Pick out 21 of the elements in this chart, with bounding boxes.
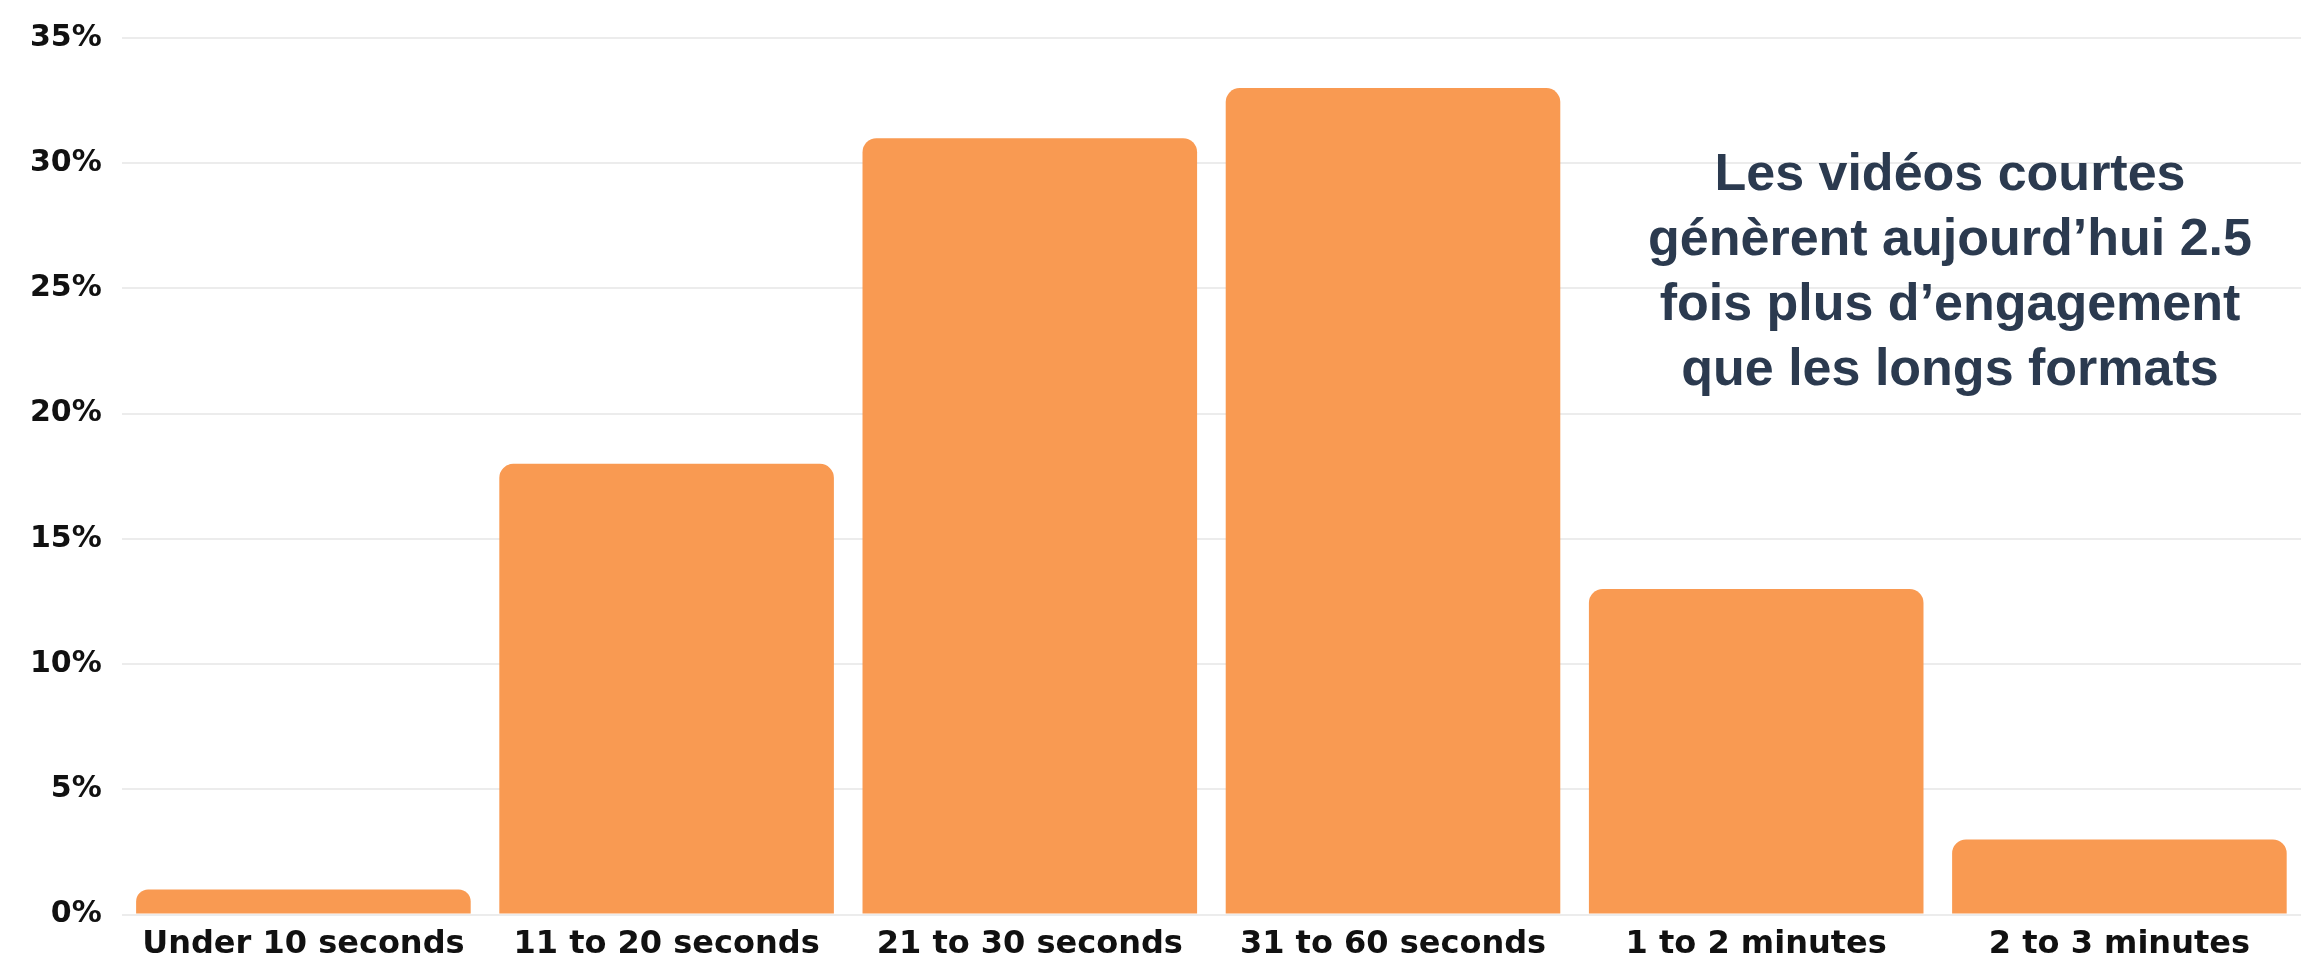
x-tick-label: 11 to 20 seconds	[513, 923, 820, 962]
bar	[1952, 839, 2287, 914]
bar	[499, 463, 834, 914]
x-tick-label: 1 to 2 minutes	[1625, 923, 1887, 962]
y-tick-label: 25%	[29, 268, 102, 304]
bar	[136, 889, 471, 914]
y-tick-label: 35%	[29, 17, 102, 53]
y-tick-label: 0%	[50, 894, 102, 930]
x-tick-label: Under 10 seconds	[142, 923, 465, 962]
bar	[1225, 88, 1561, 914]
y-tick-label: 20%	[29, 393, 102, 429]
y-tick-label: 30%	[29, 143, 102, 179]
annotation: Les vidéos courtes génèrent aujourd’hui 2.5 fois plus d’engagement que les longs formats	[1647, 142, 2253, 398]
bar	[1588, 589, 1924, 914]
y-tick-label: 5%	[50, 769, 102, 805]
x-tick-label: 2 to 3 minutes	[1988, 923, 2250, 962]
bar	[862, 138, 1198, 914]
y-tick-label: 10%	[29, 643, 102, 679]
x-tick-label: 31 to 60 seconds	[1239, 923, 1547, 962]
y-tick-label: 15%	[29, 518, 102, 554]
x-tick-label: 21 to 30 seconds	[876, 923, 1183, 962]
